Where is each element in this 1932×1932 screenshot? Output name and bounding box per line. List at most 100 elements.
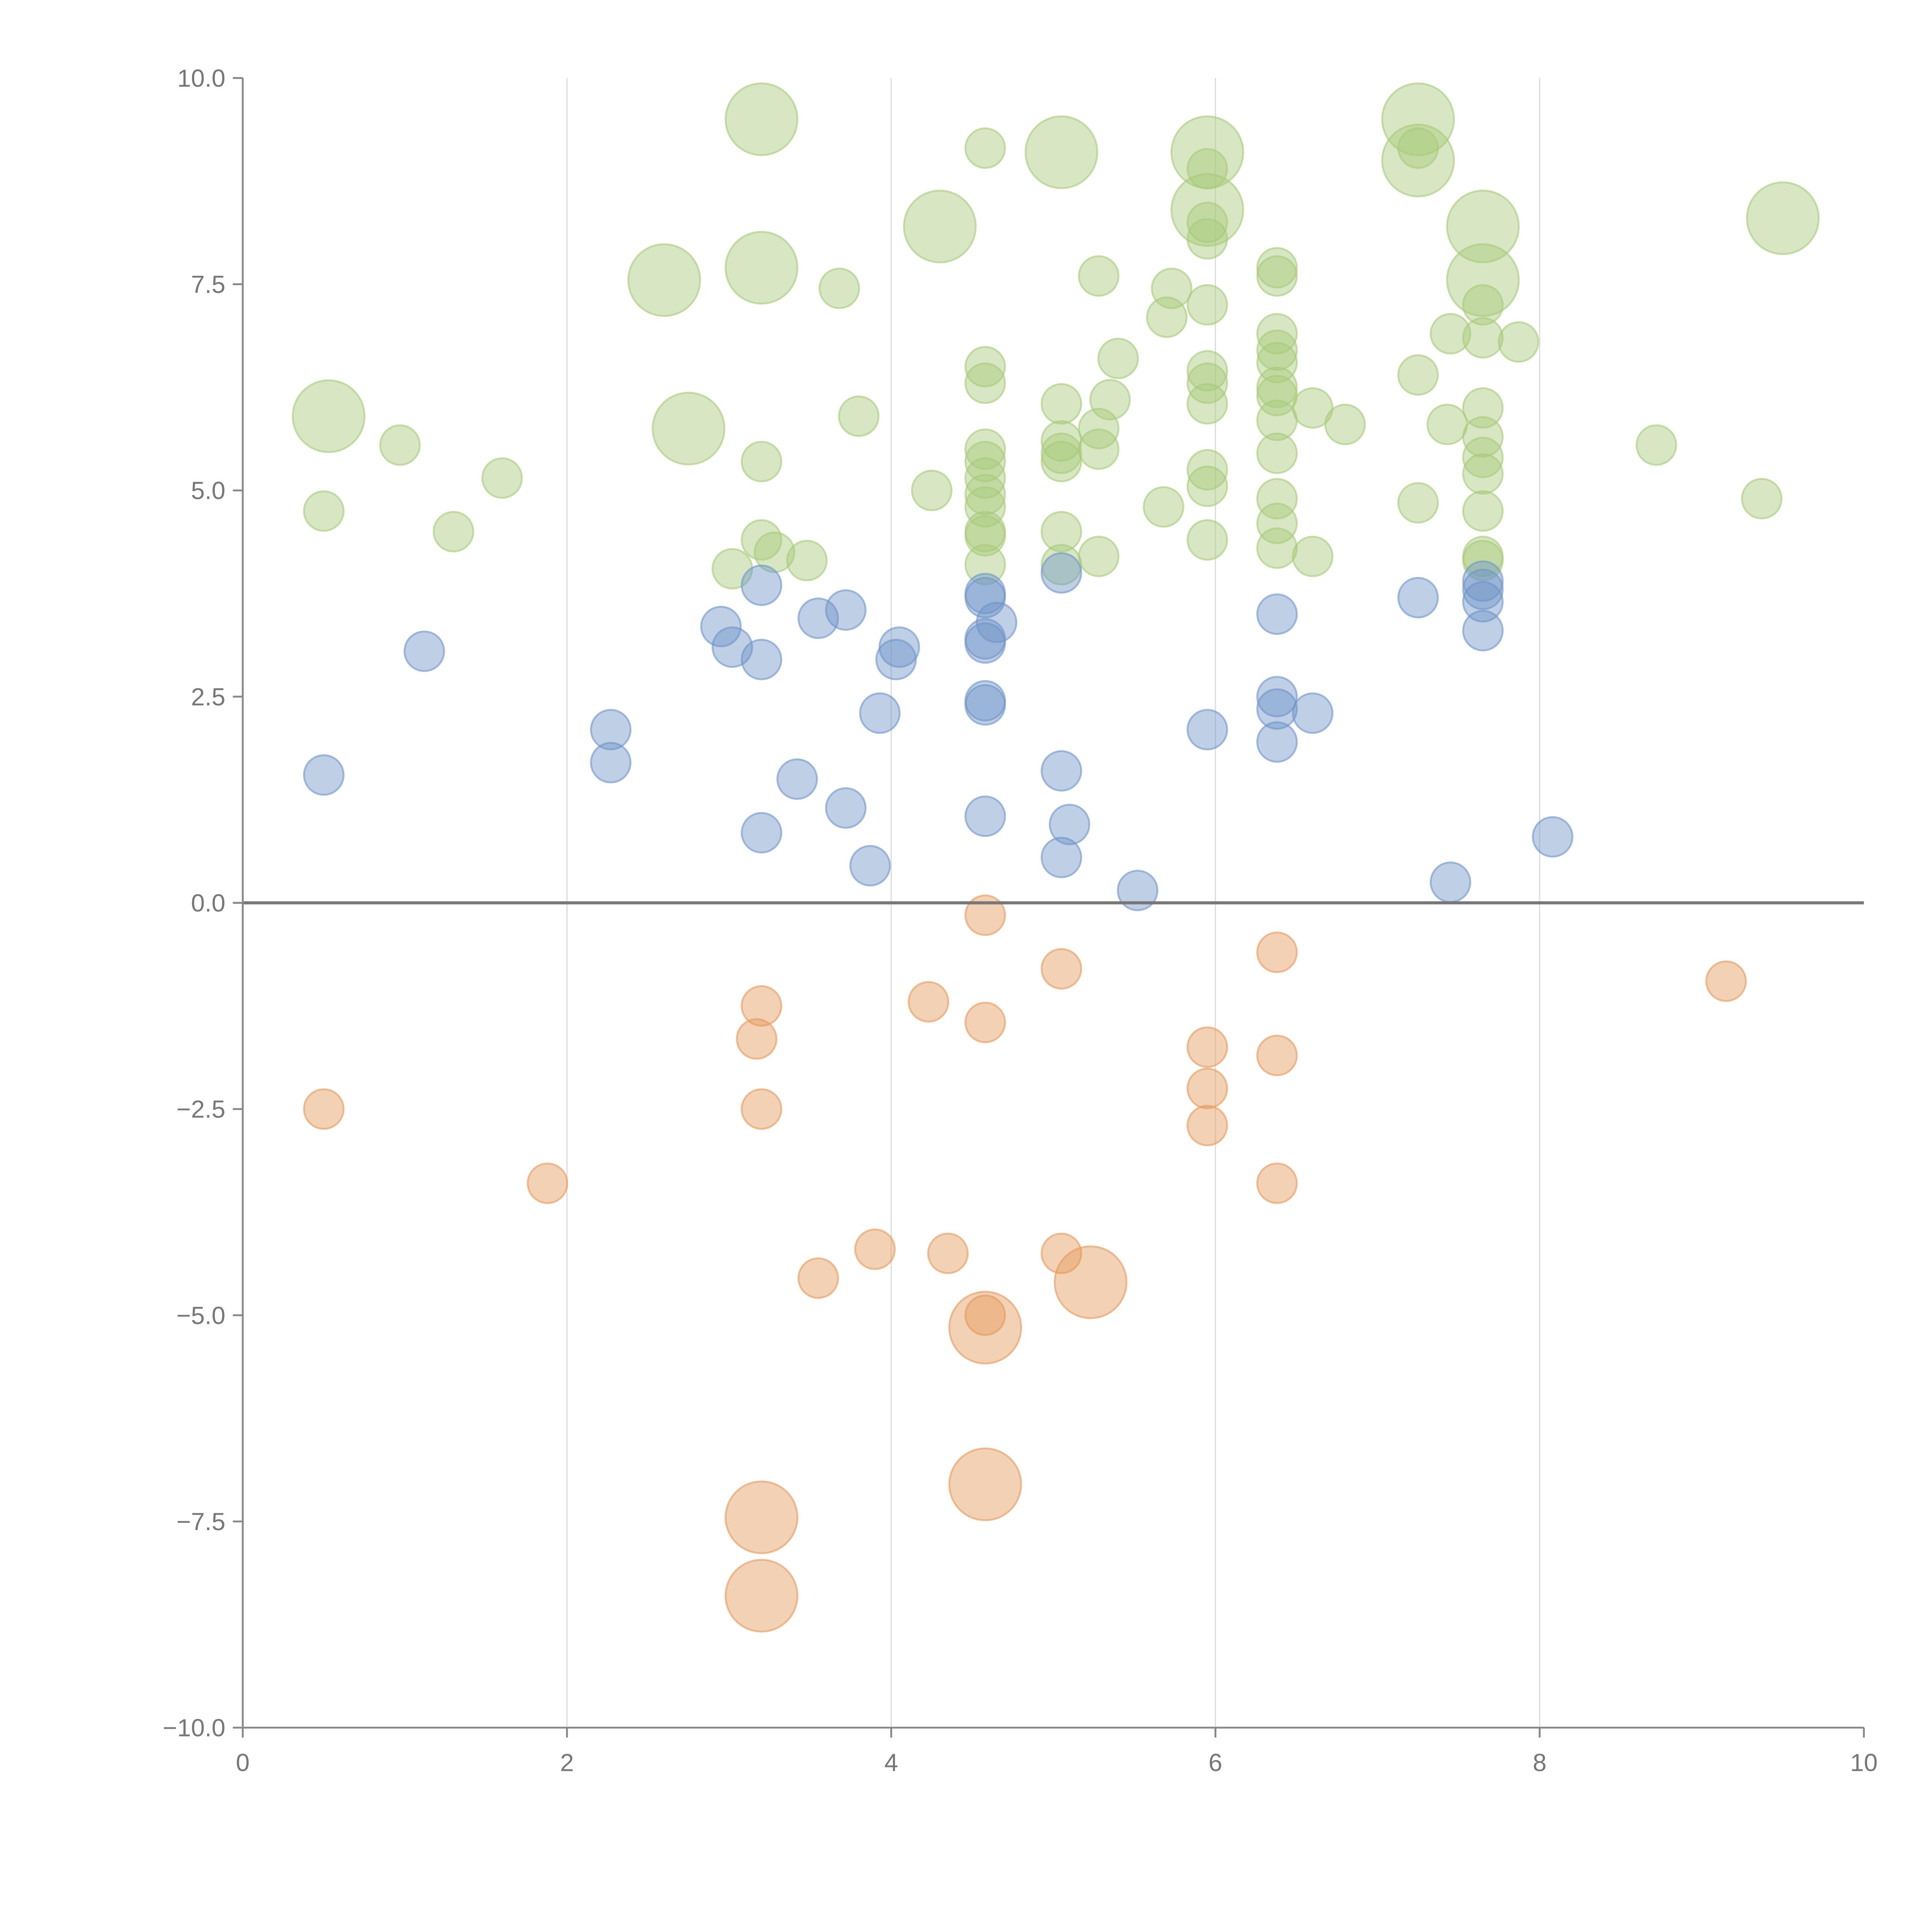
data-point-green xyxy=(379,424,421,466)
data-point-green xyxy=(1256,478,1298,520)
data-points xyxy=(292,82,1820,1633)
data-point-blue xyxy=(825,589,867,631)
x-tick-label: 4 xyxy=(884,1748,898,1776)
data-point-green xyxy=(1143,486,1184,528)
data-point-blue xyxy=(590,742,632,784)
data-point-green xyxy=(1292,536,1333,577)
y-tick-label: 0.0 xyxy=(191,889,225,917)
data-point-blue xyxy=(964,622,1006,664)
y-tick-label: −7.5 xyxy=(177,1508,226,1536)
data-point-orange xyxy=(964,1294,1006,1336)
data-point-green xyxy=(1324,403,1366,446)
data-point-green xyxy=(1186,519,1228,561)
data-point-green xyxy=(1041,511,1082,553)
data-point-orange xyxy=(948,1447,1022,1521)
data-point-orange xyxy=(1041,948,1082,990)
data-point-green xyxy=(1256,342,1298,384)
data-point-green xyxy=(1636,424,1677,466)
data-point-blue xyxy=(1256,721,1298,763)
data-point-blue xyxy=(1462,610,1504,651)
x-tick-label: 0 xyxy=(236,1748,250,1776)
axes: 10.0 7.5 5.0 2.5 0.0 −2.5 −5.0 −7.5 −10.0 0 2 4 6 8 10 xyxy=(163,64,1878,1776)
data-point-green xyxy=(964,127,1006,169)
data-point-green xyxy=(1256,329,1298,371)
data-point-orange xyxy=(964,1002,1006,1043)
data-point-green xyxy=(964,440,1006,483)
y-tick-label: 7.5 xyxy=(191,270,225,298)
data-point-blue xyxy=(1186,709,1228,750)
data-point-blue xyxy=(1256,676,1298,718)
data-point-green xyxy=(1256,527,1298,569)
data-point-green xyxy=(1170,173,1244,247)
data-point-green xyxy=(964,346,1006,388)
data-point-blue xyxy=(700,605,742,648)
data-point-blue xyxy=(976,602,1017,643)
data-point-blue xyxy=(741,639,782,680)
data-point-blue xyxy=(964,684,1006,726)
data-point-blue xyxy=(1462,568,1504,611)
x-tick-label: 6 xyxy=(1209,1748,1223,1776)
data-point-green xyxy=(1186,350,1228,392)
data-point-green xyxy=(753,531,796,573)
data-point-orange xyxy=(1041,1233,1082,1274)
data-point-green xyxy=(1462,317,1504,359)
data-point-orange xyxy=(908,981,949,1023)
data-point-green xyxy=(1746,181,1820,255)
data-point-blue xyxy=(1532,816,1573,858)
data-point-green xyxy=(1381,82,1455,156)
data-point-green xyxy=(292,379,366,453)
data-point-green xyxy=(964,457,1006,499)
data-point-green xyxy=(1397,127,1439,169)
data-point-green xyxy=(1397,354,1439,396)
x-tick-label: 8 xyxy=(1533,1748,1547,1776)
data-point-blue xyxy=(1292,692,1333,734)
data-point-green xyxy=(1462,437,1504,478)
data-point-green xyxy=(1097,338,1139,379)
data-point-green xyxy=(1186,284,1228,326)
data-point-blue xyxy=(776,758,818,800)
data-point-green xyxy=(1151,267,1192,309)
data-point-green xyxy=(964,474,1006,515)
data-point-green xyxy=(1186,449,1228,491)
data-point-green xyxy=(1498,321,1539,363)
data-point-orange xyxy=(854,1228,896,1270)
data-point-orange xyxy=(927,1233,969,1274)
data-point-blue xyxy=(1041,552,1082,594)
data-point-green xyxy=(1186,383,1228,425)
data-point-blue xyxy=(1041,837,1082,878)
data-point-blue xyxy=(1117,869,1158,912)
data-point-green xyxy=(724,82,799,156)
data-point-orange xyxy=(736,1018,777,1060)
data-point-green xyxy=(1041,440,1082,483)
data-point-green xyxy=(964,544,1006,586)
y-tick-label: −2.5 xyxy=(177,1095,226,1123)
data-point-green xyxy=(651,391,726,466)
data-point-blue xyxy=(1256,593,1298,635)
data-point-green xyxy=(1462,387,1504,429)
x-tick-label: 2 xyxy=(560,1748,574,1776)
data-point-orange xyxy=(724,1480,799,1554)
y-tick-label: 5.0 xyxy=(191,477,225,505)
data-point-green xyxy=(911,469,952,511)
data-point-green xyxy=(1256,313,1298,355)
data-point-green xyxy=(1426,403,1468,446)
data-point-green xyxy=(1462,284,1504,326)
data-point-blue xyxy=(1397,577,1439,619)
data-point-green xyxy=(1078,255,1120,297)
data-point-green xyxy=(1078,428,1120,470)
data-point-green xyxy=(1256,432,1298,474)
data-point-blue xyxy=(1462,581,1504,623)
data-point-green xyxy=(1078,536,1120,577)
data-point-green xyxy=(741,440,782,483)
data-point-orange xyxy=(1256,1162,1298,1204)
data-point-green xyxy=(964,428,1006,470)
y-tick-label: −10.0 xyxy=(163,1714,225,1742)
data-point-green xyxy=(838,395,880,437)
data-point-blue xyxy=(403,630,445,672)
data-point-green xyxy=(1186,148,1228,190)
data-point-blue xyxy=(964,577,1006,619)
data-point-blue xyxy=(859,692,901,734)
data-point-green xyxy=(964,362,1006,404)
data-point-blue xyxy=(303,754,345,796)
